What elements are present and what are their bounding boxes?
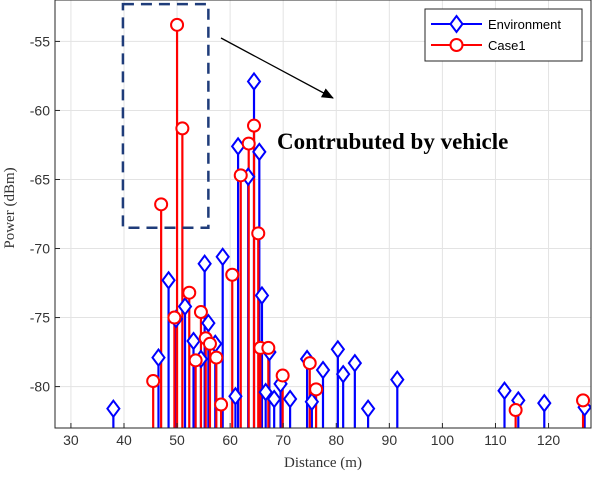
plot-frame <box>54 0 592 429</box>
environment-diamond-marker <box>497 381 512 401</box>
environment-diamond-marker <box>282 389 298 409</box>
x-tick-label: 70 <box>275 432 291 448</box>
case1-circle-marker <box>167 310 182 325</box>
environment-diamond-marker <box>330 339 346 359</box>
case1-circle-marker <box>154 197 169 212</box>
case1-circle-marker <box>193 305 208 320</box>
case1-circle-marker <box>241 136 256 151</box>
environment-diamond-marker <box>106 399 121 419</box>
y-tick-label: -55 <box>30 33 50 49</box>
annotation-arrow <box>220 37 334 99</box>
environment-diamond-marker <box>252 142 267 162</box>
axis-ticks: 30 40 50 60 70 80 90 100 110 120 -80 -75 -70 -65 -60 -5… <box>30 33 561 448</box>
x-tick-label: 90 <box>382 432 398 448</box>
case1-circle-marker <box>175 121 190 136</box>
vehicle-highlight-box <box>121 2 210 230</box>
environment-diamond-marker <box>390 370 405 390</box>
case1-circle-marker <box>247 118 262 133</box>
x-tick-label: 80 <box>328 432 344 448</box>
plot-background <box>55 0 591 428</box>
environment-diamond-marker <box>360 399 376 419</box>
environment-diamond-marker <box>177 296 193 317</box>
case1-circle-marker <box>251 226 266 241</box>
case1-circle-marker <box>170 17 185 32</box>
environment-diamond-marker <box>335 364 351 384</box>
environment-diamond-marker <box>228 386 243 406</box>
y-axis-title: Power (dBm) <box>2 167 18 248</box>
case1-circle-marker <box>182 285 197 300</box>
y-tick-label: -75 <box>30 310 50 326</box>
x-tick-label: 110 <box>484 432 507 448</box>
case1-circle-marker <box>508 403 523 418</box>
y-tick-label: -70 <box>30 241 50 257</box>
case1-circle-marker <box>576 393 591 408</box>
case1-circle-marker <box>146 374 161 389</box>
x-tick-label: 30 <box>63 432 79 448</box>
x-tick-label: 120 <box>537 432 561 448</box>
case1-circle-marker <box>214 397 229 412</box>
legend-box <box>424 8 583 62</box>
series-markers <box>106 17 591 419</box>
environment-diamond-marker <box>315 360 331 380</box>
environment-diamond-marker <box>197 254 212 274</box>
case1-circle-marker <box>188 353 203 368</box>
case1-circle-marker <box>302 356 317 371</box>
environment-diamond-marker <box>304 392 320 412</box>
environment-diamond-marker <box>186 331 201 351</box>
case1-circle-marker <box>233 168 248 183</box>
case1-circle-marker <box>261 340 276 355</box>
environment-diamond-marker <box>151 347 166 368</box>
legend: Environment Case1 <box>424 8 583 62</box>
legend-circle-icon <box>449 38 464 52</box>
y-tick-label: -65 <box>30 171 50 187</box>
y-tick-label: -60 <box>30 102 50 118</box>
annotation-text: Contrubuted by vehicle <box>277 129 508 154</box>
environment-diamond-marker <box>537 393 552 413</box>
legend-diamond-icon <box>449 14 464 34</box>
y-tick-label: -80 <box>30 379 50 395</box>
environment-diamond-marker <box>258 382 273 402</box>
legend-label-environment: Environment <box>488 17 561 32</box>
case1-circle-marker <box>225 267 240 282</box>
case1-circle-marker <box>275 368 290 383</box>
case1-circle-marker <box>209 350 224 365</box>
x-tick-label: 60 <box>222 432 238 448</box>
x-axis-title: Distance (m) <box>284 455 362 471</box>
x-tick-label: 100 <box>431 432 455 448</box>
case1-circle-marker <box>202 336 217 351</box>
environment-diamond-marker <box>215 247 230 267</box>
environment-diamond-marker <box>201 313 216 333</box>
environment-diamond-marker <box>161 270 176 290</box>
x-tick-label: 40 <box>116 432 132 448</box>
environment-diamond-marker <box>266 389 282 409</box>
x-tick-label: 50 <box>169 432 185 448</box>
environment-diamond-marker <box>347 353 363 373</box>
case1-circle-marker <box>309 382 324 397</box>
environment-diamond-marker <box>254 285 270 306</box>
environment-diamond-marker <box>246 71 262 92</box>
legend-label-case1: Case1 <box>488 38 526 53</box>
